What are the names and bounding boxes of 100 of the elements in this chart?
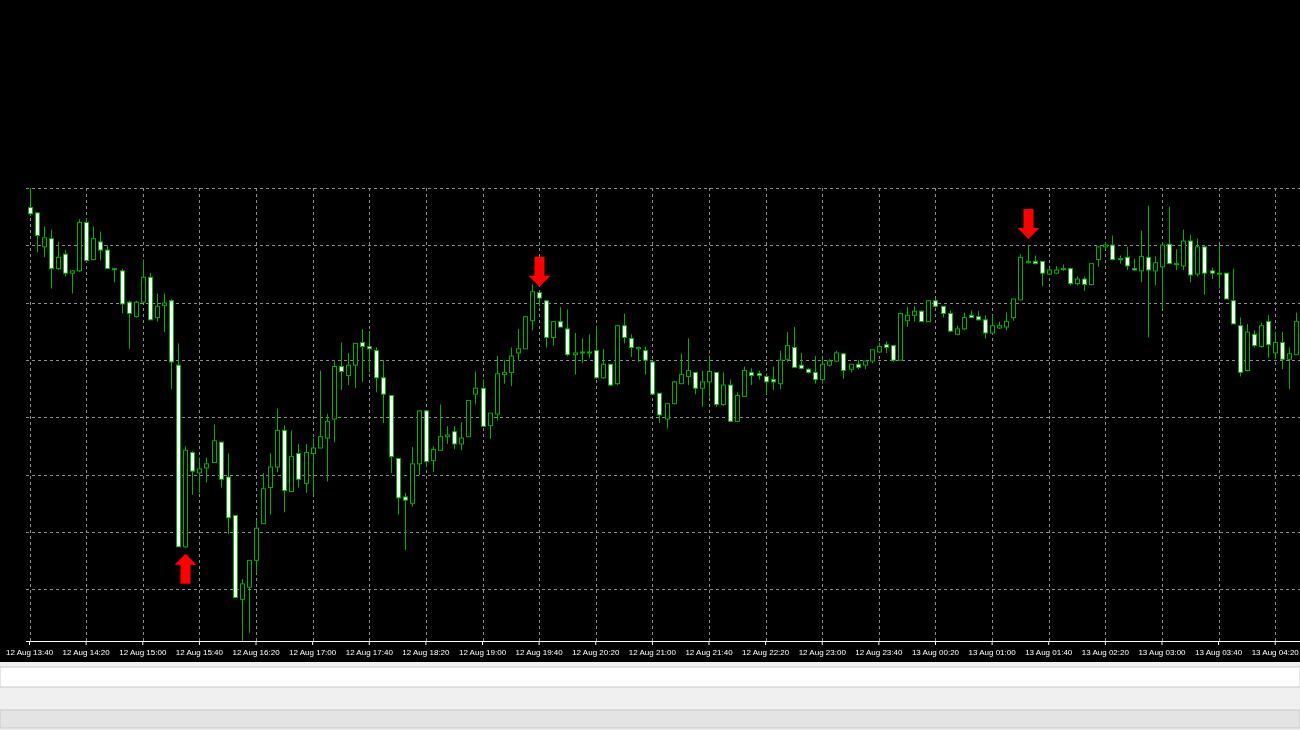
- candlestick: [820, 357, 825, 385]
- candlestick: [360, 328, 365, 383]
- candlestick: [665, 402, 670, 430]
- candlestick: [1153, 255, 1158, 286]
- candlestick: [240, 578, 245, 642]
- candlestick: [657, 392, 662, 424]
- x-tick-label: 12 Aug 22:20: [742, 648, 790, 657]
- candlestick: [1167, 206, 1172, 265]
- candlestick: [509, 346, 514, 387]
- candlestick: [98, 230, 103, 261]
- candlestick: [459, 421, 464, 451]
- candlestick: [813, 355, 818, 385]
- candlestick: [1231, 268, 1236, 325]
- candlestick: [1040, 260, 1045, 287]
- candlestick: [622, 312, 627, 344]
- candlestick: [473, 370, 478, 406]
- candlestick: [35, 211, 40, 253]
- candlestick: [162, 293, 167, 333]
- candlestick: [1174, 248, 1179, 271]
- candlestick: [778, 350, 783, 390]
- candlestick: [1011, 298, 1016, 322]
- candlestick: [580, 337, 585, 364]
- candlestick: [905, 306, 910, 328]
- x-tick-label: 12 Aug 17:00: [289, 648, 337, 657]
- candlestick: [707, 357, 712, 398]
- candlestick: [841, 352, 846, 380]
- x-tick-label: 12 Aug 19:00: [458, 648, 507, 657]
- x-tick-label: 12 Aug 14:20: [62, 648, 111, 657]
- x-tick-label: 12 Aug 21:40: [685, 648, 734, 657]
- candlestick: [438, 404, 443, 451]
- candlestick: [558, 306, 563, 328]
- candlestick: [1160, 241, 1165, 310]
- candlestick: [367, 330, 372, 373]
- candlestick: [601, 348, 606, 380]
- candlestick: [693, 371, 698, 395]
- x-tick-label: 12 Aug 23:00: [798, 648, 847, 657]
- x-tick-label: 13 Aug 04:20: [1251, 648, 1300, 657]
- x-tick-label: 13 Aug 01:40: [1025, 648, 1073, 657]
- candlestick: [686, 337, 691, 386]
- candlestick: [1146, 205, 1151, 338]
- candlestick: [1026, 244, 1031, 265]
- candlestick: [63, 249, 68, 277]
- x-tick-label: 13 Aug 03:40: [1195, 648, 1243, 657]
- candlestick: [346, 352, 351, 386]
- candlestick: [311, 437, 316, 495]
- candlestick: [105, 244, 110, 270]
- candlestick: [764, 373, 769, 395]
- x-tick-label: 12 Aug 19:40: [515, 648, 564, 657]
- candlestick: [56, 241, 61, 271]
- candlestick: [1125, 246, 1130, 271]
- x-tick-label: 12 Aug 18:20: [402, 648, 451, 657]
- candlestick: [28, 187, 33, 217]
- candlestick: [573, 332, 578, 376]
- candlestick: [212, 423, 217, 464]
- x-tick-label: 12 Aug 15:40: [175, 648, 224, 657]
- candlestick: [1280, 331, 1285, 370]
- candlestick: [268, 452, 273, 516]
- candlestick: [1273, 331, 1278, 360]
- candlestick: [516, 328, 521, 362]
- candlestick: [204, 457, 209, 483]
- candlestick: [679, 353, 684, 385]
- x-tick-label: 13 Aug 01:00: [968, 648, 1017, 657]
- candlestick: [1139, 230, 1144, 283]
- candlestick: [353, 342, 358, 389]
- candlestick: [91, 226, 96, 261]
- candlestick: [318, 370, 323, 449]
- candlestick: [339, 341, 344, 391]
- candlestick: [792, 326, 797, 368]
- candlestick: [721, 371, 726, 407]
- candlestick: [403, 492, 408, 551]
- candlestick: [1266, 314, 1271, 359]
- x-tick-label: 12 Aug 20:20: [572, 648, 620, 657]
- x-tick-label: 13 Aug 03:00: [1138, 648, 1187, 657]
- candlestick: [431, 445, 436, 473]
- candlestick: [1110, 235, 1115, 261]
- candlestick: [190, 450, 195, 496]
- candlestick: [643, 346, 648, 376]
- x-tick-label: 12 Aug 17:40: [345, 648, 394, 657]
- x-tick-label: 12 Aug 15:00: [119, 648, 167, 657]
- candlestick: [1259, 322, 1264, 348]
- candlestick: [771, 365, 776, 391]
- candlestick: [1217, 244, 1222, 290]
- candlestick: [381, 359, 386, 424]
- candlestick: [42, 226, 47, 258]
- x-tick-label: 12 Aug 13:40: [5, 648, 54, 657]
- candlestick: [452, 425, 457, 450]
- candlestick: [127, 300, 132, 350]
- candlestick: [502, 359, 507, 385]
- x-tick-label: 12 Aug 16:20: [232, 648, 281, 657]
- candlestick: [325, 413, 330, 483]
- x-tick-label: 12 Aug 23:40: [855, 648, 903, 657]
- candlestick: [551, 321, 556, 347]
- candlestick: [983, 314, 988, 339]
- x-tick-label: 12 Aug 21:00: [628, 648, 677, 657]
- candlestick: [587, 333, 592, 359]
- candlestick: [155, 293, 160, 323]
- candlestick: [700, 370, 705, 408]
- candlestick: [629, 333, 634, 358]
- candlestick: [1287, 346, 1292, 390]
- candlestick: [197, 457, 202, 494]
